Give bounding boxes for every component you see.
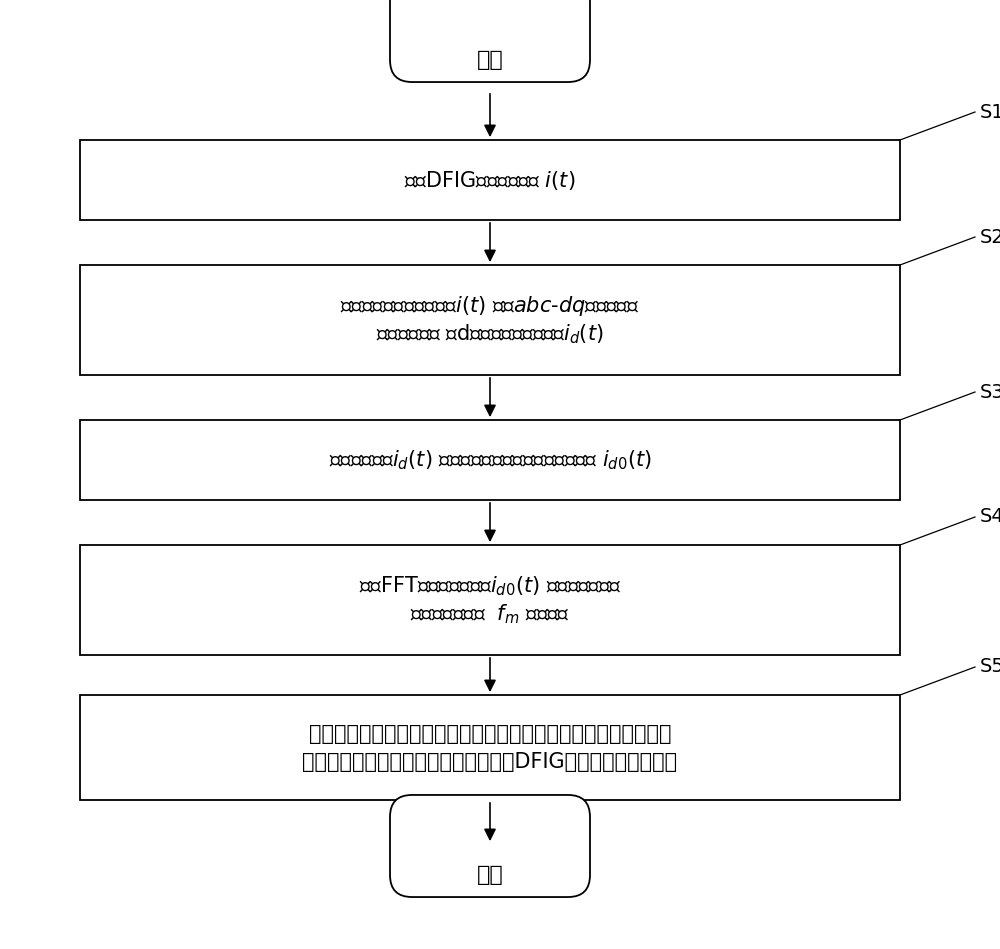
Text: S2: S2	[980, 228, 1000, 247]
Bar	[80, 545, 900, 655]
Text: 采集DFIG定子三相电流 $i(t)$: 采集DFIG定子三相电流 $i(t)$	[404, 169, 576, 192]
Text: 利用电流分量$i_d(t)$ 计算仅含特征频率的故障特征信息 $i_{d0}(t)$: 利用电流分量$i_d(t)$ 计算仅含特征频率的故障特征信息 $i_{d0}(t…	[329, 448, 651, 472]
Text: 得到三相电流 在d轴方向上的电流分量$i_d(t)$: 得到三相电流 在d轴方向上的电流分量$i_d(t)$	[376, 323, 604, 345]
Text: 将提取出的幅值与同一工况正常情况下特征频率处的幅值进行比较: 将提取出的幅值与同一工况正常情况下特征频率处的幅值进行比较	[309, 723, 671, 743]
FancyBboxPatch shape	[390, 0, 590, 82]
Text: S3: S3	[980, 382, 1000, 401]
Bar	[80, 695, 900, 800]
Text: S5: S5	[980, 658, 1000, 677]
FancyBboxPatch shape	[390, 795, 590, 897]
Bar	[80, 265, 900, 375]
Text: S4: S4	[980, 508, 1000, 527]
Bar	[80, 140, 900, 220]
Text: S1: S1	[980, 102, 1000, 121]
Text: 开始: 开始	[477, 50, 503, 70]
Text: 结束: 结束	[477, 865, 503, 885]
Text: 提取出特征频率  $f_m$ 处的幅值: 提取出特征频率 $f_m$ 处的幅值	[410, 603, 570, 625]
Text: ，进而确定对应的故障严重程度，实现DFIG叶轮不平衡故障诊断: ，进而确定对应的故障严重程度，实现DFIG叶轮不平衡故障诊断	[302, 752, 678, 772]
Bar	[80, 420, 900, 500]
Text: 对采集到的定子三相电流$i(t)$ 进行$abc$-$dq$坐标变换，: 对采集到的定子三相电流$i(t)$ 进行$abc$-$dq$坐标变换，	[340, 294, 640, 318]
Text: 利用FFT对故障特征信息$i_{d0}(t)$ 进行频谱分析，: 利用FFT对故障特征信息$i_{d0}(t)$ 进行频谱分析，	[359, 574, 621, 598]
